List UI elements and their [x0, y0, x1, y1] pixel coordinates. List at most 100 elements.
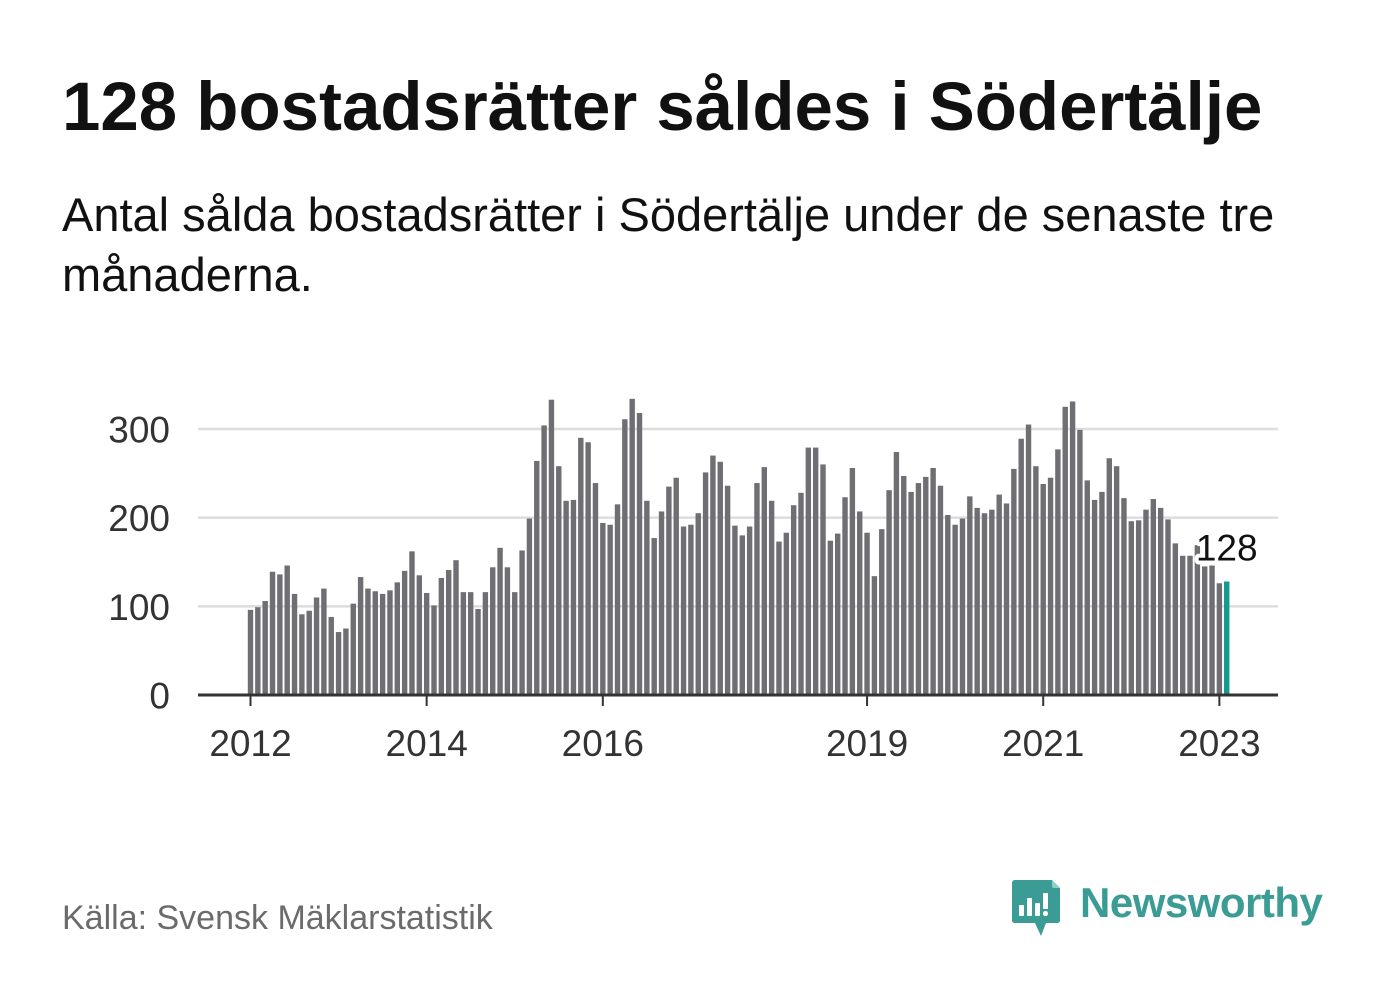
bar-2014-08: [475, 608, 481, 695]
bar-2014-05: [453, 560, 459, 695]
bar-2018-09: [835, 533, 841, 695]
bar-2019-08: [915, 483, 922, 695]
bar-2018-08: [827, 540, 834, 695]
bar-2019-02: [871, 576, 878, 695]
bar-2020-11: [1025, 424, 1032, 695]
bar-2015-10: [578, 437, 584, 695]
bar-2013-06: [372, 591, 378, 695]
bar-2016-06: [636, 413, 643, 695]
bar-2012-06: [284, 565, 290, 695]
bar-2020-05: [981, 513, 988, 695]
bar-2021-02: [1047, 477, 1054, 695]
bar-2020-08: [1003, 503, 1010, 695]
bar-2019-07: [908, 491, 914, 695]
bar-2013-01: [335, 632, 342, 695]
x-tick-label-2014: 2014: [386, 723, 468, 764]
bar-2022-07: [1172, 543, 1179, 695]
bar-2018-11: [849, 467, 856, 695]
bar-2014-11: [497, 547, 503, 695]
bar-2015-08: [563, 500, 569, 695]
bar-2019-01: [864, 532, 870, 695]
bar-2013-04: [357, 577, 364, 695]
bar-2020-04: [974, 507, 980, 695]
bar-2017-06: [724, 485, 731, 695]
bar-2019-12: [945, 514, 951, 695]
bar-2020-01: [952, 524, 958, 695]
bar-2019-11: [937, 485, 944, 695]
bar-2014-03: [438, 577, 445, 695]
bar-2014-04: [445, 569, 452, 695]
bar-2012-07: [291, 593, 298, 695]
bar-2021-10: [1106, 458, 1112, 695]
bar-2022-08: [1179, 555, 1186, 695]
bar-2021-07: [1084, 480, 1090, 695]
bar-2015-12: [592, 483, 599, 695]
x-tick-label-2016: 2016: [562, 723, 644, 764]
bar-2018-06: [812, 447, 819, 695]
bar-2022-01: [1128, 521, 1134, 695]
bar-2019-05: [893, 452, 900, 695]
bar-2013-07: [379, 593, 386, 695]
bar-2018-02: [783, 532, 790, 695]
bar-2020-12: [1033, 466, 1039, 695]
bar-2020-07: [996, 494, 1002, 695]
logo-text: Newsworthy: [1080, 879, 1323, 926]
bar-2018-12: [857, 511, 863, 695]
bar-2016-11: [673, 477, 679, 695]
source-note: Källa: Svensk Mäklarstatistik: [62, 899, 493, 937]
bar-2021-08: [1091, 499, 1098, 695]
bar-2018-05: [805, 447, 812, 695]
bar-2012-11: [321, 588, 327, 695]
bar-2017-09: [746, 526, 753, 695]
bar-2015-06: [548, 399, 555, 695]
bar-2015-03: [526, 518, 533, 695]
bar-2021-05: [1069, 401, 1076, 695]
bar-2016-05: [629, 398, 635, 695]
bar-2018-07: [820, 464, 826, 695]
bar-2017-12: [768, 500, 775, 695]
y-tick-label-100: 100: [108, 587, 170, 628]
bar-2020-02: [959, 518, 966, 695]
bar-2021-06: [1077, 429, 1083, 695]
bar-2013-03: [350, 603, 356, 695]
bar-2017-01: [688, 524, 694, 695]
x-tick-label-2019: 2019: [826, 723, 908, 764]
bar-2022-12: [1209, 565, 1215, 695]
bar-2015-07: [556, 466, 562, 695]
bar-2022-11: [1202, 566, 1208, 695]
bar-2014-09: [482, 592, 489, 695]
bar-2018-10: [842, 497, 848, 695]
bar-2013-10: [401, 570, 408, 695]
highlighted-bar-2023-02: [1224, 581, 1230, 695]
y-tick-label-200: 200: [108, 498, 170, 539]
bar-2020-06: [989, 509, 995, 695]
bar-2021-04: [1062, 406, 1068, 695]
bar-2017-08: [739, 535, 745, 695]
bar-2016-03: [614, 504, 621, 695]
newsworthy-logo: Newsworthy: [1012, 878, 1332, 940]
bar-2014-02: [431, 605, 437, 695]
bar-2013-02: [343, 628, 349, 695]
bar-2022-10: [1194, 545, 1201, 695]
bar-2022-02: [1135, 520, 1142, 695]
bar-2021-01: [1040, 483, 1046, 695]
bar-2019-04: [886, 490, 892, 695]
x-tick-label-2012: 2012: [209, 723, 291, 764]
x-axis: 2012 2014 2016 2019 2021 2023: [198, 693, 1278, 764]
bar-2012-01: [247, 609, 254, 695]
bar-2012-03: [262, 601, 268, 695]
x-tick-label-2021: 2021: [1002, 723, 1084, 764]
bar-2023-01: [1216, 583, 1223, 695]
bar-2012-12: [328, 616, 334, 695]
bar-2020-09: [1011, 468, 1017, 696]
bar-2019-09: [923, 476, 929, 695]
bar-2013-09: [394, 582, 400, 695]
bar-2016-02: [607, 524, 613, 695]
bar-2017-07: [732, 525, 738, 695]
bar-2012-10: [313, 597, 320, 695]
bar-2022-09: [1187, 555, 1193, 695]
bar-2020-10: [1018, 438, 1024, 695]
bar-2021-12: [1121, 498, 1127, 695]
bar-2019-06: [901, 475, 907, 695]
bar-2017-10: [754, 483, 760, 695]
